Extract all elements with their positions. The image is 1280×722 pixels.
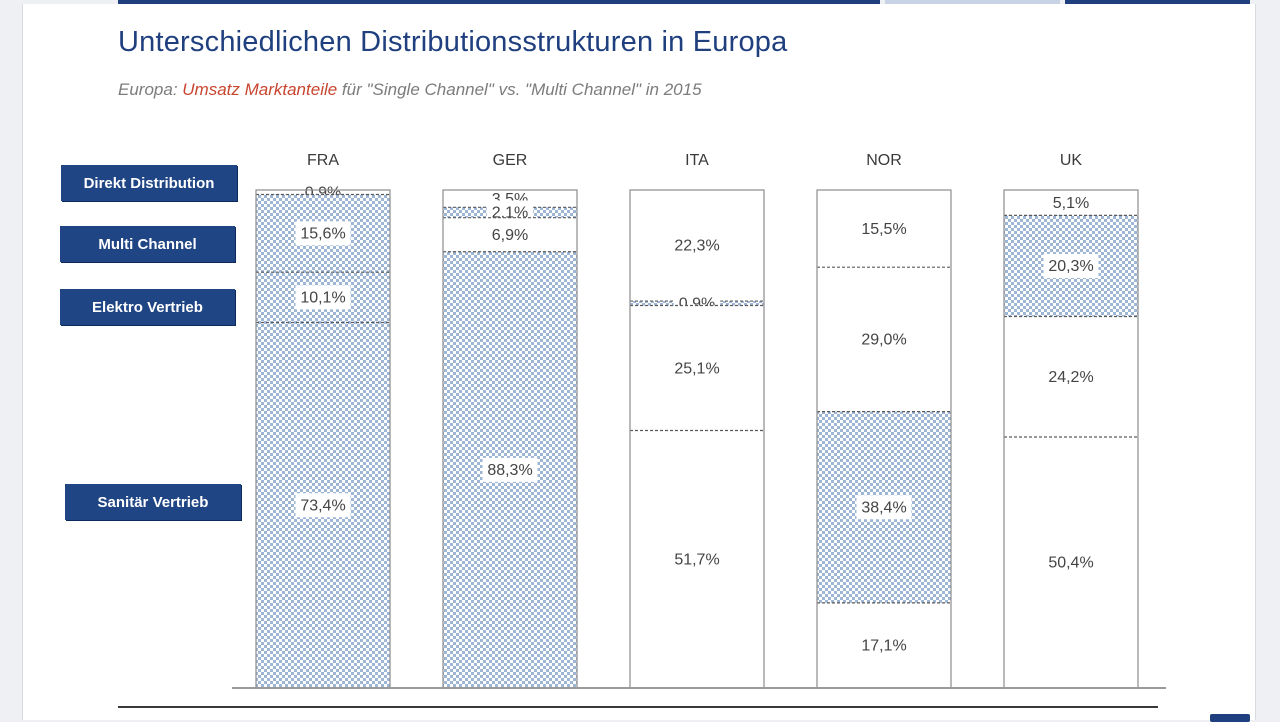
data-label-uk-sanitaer: 50,4% [1048,555,1093,572]
category-label-nor: NOR [866,152,902,169]
bar-segment-ger-direkt [443,190,577,208]
bar-segment-ger-elektro [443,217,577,252]
bar-segment-ita-multi [630,190,764,302]
data-label-fra-sanitaer: 73,4% [300,497,345,514]
data-label-nor-elektro: 29,0% [861,332,906,349]
data-label-bg-uk-multi [1043,253,1099,278]
data-label-bg-nor-sanitaer [856,495,912,520]
legend-multi-channel: Multi Channel [60,226,235,262]
category-label-uk: UK [1060,152,1083,169]
data-label-bg-fra-elektro [295,285,351,310]
data-label-ger-elektro: 6,9% [492,227,528,244]
data-label-ita-other: 51,7% [674,551,719,568]
subtitle-suffix: für "Single Channel" vs. "Multi Channel"… [337,80,702,99]
data-label-uk-elektro: 24,2% [1048,369,1093,386]
category-label-ita: ITA [685,152,709,169]
data-label-ita-sanitaer: 25,1% [674,360,719,377]
legend-direkt-distribution: Direkt Distribution [61,165,237,201]
bar-segment-uk-elektro [1004,316,1138,438]
page-title: Unterschiedlichen Distributionsstrukture… [118,26,788,58]
top-accent-bar [0,0,1280,6]
subtitle-highlight: Umsatz Marktanteile [182,80,338,99]
bottom-rule [118,706,1158,708]
bar-segment-fra-direkt [256,190,390,195]
legend-elektro-vertrieb: Elektro Vertrieb [60,289,235,325]
data-label-ger-sanitaer: 88,3% [487,462,532,479]
bar-segment-nor-multi [817,190,951,268]
data-label-bg-ger-sanitaer [482,457,538,482]
legend-sanitaer-vertrieb: Sanitär Vertrieb [65,484,241,520]
logo-mark [1210,714,1250,722]
data-label-uk-multi: 20,3% [1048,258,1093,275]
data-label-bg-fra-multi [295,221,351,246]
data-label-bg-fra-sanitaer [295,493,351,518]
bar-segment-ita-sanitaer [630,305,764,431]
data-label-uk-direkt: 5,1% [1053,195,1089,212]
bar-segment-nor-elektro [817,267,951,412]
page-subtitle: Europa: Umsatz Marktanteile für "Single … [118,80,702,100]
data-label-nor-multi: 15,5% [861,221,906,238]
data-label-ita-multi: 22,3% [674,238,719,255]
category-label-ger: GER [493,152,528,169]
bar-segment-ita-other [630,430,764,688]
category-label-fra: FRA [307,152,339,169]
data-label-nor-other: 17,1% [861,638,906,655]
data-label-nor-sanitaer: 38,4% [861,499,906,516]
bar-segment-uk-sanitaer [1004,437,1138,688]
data-label-fra-multi: 15,6% [300,226,345,243]
subtitle-prefix: Europa: [118,80,183,99]
data-label-fra-elektro: 10,1% [300,290,345,307]
bar-segment-uk-direkt [1004,190,1138,216]
bar-segment-nor-other [817,602,951,688]
